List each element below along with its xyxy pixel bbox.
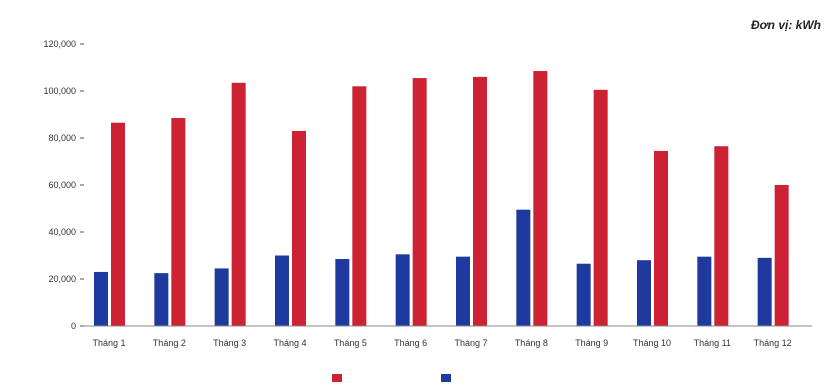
blue-bar-tháng-9 <box>576 263 591 326</box>
legend <box>332 374 451 382</box>
x-tick-label: Tháng 3 <box>213 338 246 348</box>
y-tick-label: 80,000 <box>48 133 76 143</box>
x-tick-label: Tháng 6 <box>394 338 427 348</box>
legend-swatch <box>441 374 451 382</box>
y-axis: 0 20,000 40,000 60,000 80,000 100,000 120,000 <box>43 39 84 331</box>
blue-bar-tháng-12 <box>757 257 772 326</box>
red-bar-tháng-4 <box>292 130 306 326</box>
blue-bar-tháng-1 <box>94 271 108 326</box>
blue-bar-tháng-8 <box>516 209 531 326</box>
x-tick-label: Tháng 12 <box>754 338 792 348</box>
red-bar-tháng-1 <box>111 122 125 326</box>
x-tick-label: Tháng 5 <box>334 338 367 348</box>
red-bar-tháng-8 <box>533 71 548 327</box>
blue-bar-tháng-11 <box>697 256 712 326</box>
legend-swatch <box>332 374 342 382</box>
x-tick-label: Tháng 7 <box>454 338 487 348</box>
bars <box>94 71 789 327</box>
red-bar-tháng-2 <box>171 118 186 327</box>
x-tick-label: Tháng 4 <box>273 338 306 348</box>
blue-bar-tháng-7 <box>456 256 470 326</box>
y-tick-label: 0 <box>71 321 76 331</box>
red-bar-tháng-5 <box>352 86 367 326</box>
red-bar-tháng-12 <box>774 185 789 326</box>
y-tick-label: 20,000 <box>48 274 76 284</box>
x-tick-label: Tháng 9 <box>575 338 608 348</box>
y-tick-label: 40,000 <box>48 227 76 237</box>
x-axis: Tháng 1 Tháng 2 Tháng 3 Tháng 4 Tháng 5 Tháng… <box>84 325 812 348</box>
y-tick-label: 100,000 <box>43 86 76 96</box>
blue-bar-tháng-5 <box>335 259 350 326</box>
x-tick-label: Tháng 11 <box>694 338 731 348</box>
unit-label: Đơn vị: kWh <box>750 18 821 32</box>
red-bar-tháng-9 <box>593 89 608 326</box>
x-tick-label: Tháng 1 <box>92 338 125 348</box>
blue-bar-tháng-3 <box>214 268 229 326</box>
x-tick-label: Tháng 8 <box>515 338 548 348</box>
blue-bar-tháng-4 <box>275 255 289 326</box>
y-tick-label: 60,000 <box>48 180 76 190</box>
red-bar-tháng-11 <box>714 146 729 326</box>
red-bar-tháng-10 <box>654 150 668 326</box>
y-tick-label: 120,000 <box>43 39 76 49</box>
blue-bar-tháng-10 <box>637 260 651 326</box>
x-tick-label: Tháng 10 <box>633 338 671 348</box>
blue-bar-tháng-2 <box>154 273 169 326</box>
x-tick-label: Tháng 2 <box>153 338 186 348</box>
blue-bar-tháng-6 <box>395 254 410 326</box>
red-bar-tháng-3 <box>231 82 246 327</box>
red-bar-tháng-7 <box>473 76 487 327</box>
red-bar-tháng-6 <box>412 78 427 326</box>
